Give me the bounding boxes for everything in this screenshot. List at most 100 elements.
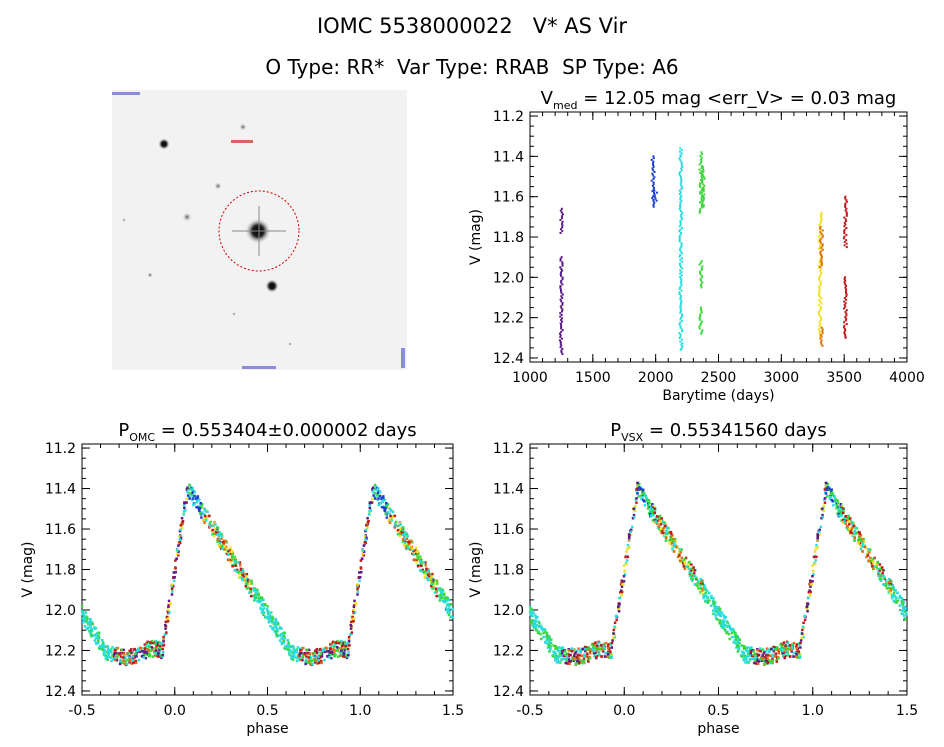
data-point xyxy=(637,488,640,491)
data-point xyxy=(733,638,737,642)
data-point xyxy=(681,313,684,316)
data-point xyxy=(447,613,451,617)
data-point xyxy=(260,611,264,614)
x-tick-label: 1.0 xyxy=(349,703,371,719)
data-point xyxy=(244,584,248,588)
data-point xyxy=(859,534,863,537)
data-point xyxy=(746,655,749,659)
data-point xyxy=(365,524,368,527)
data-point xyxy=(307,659,311,663)
data-point xyxy=(845,309,848,312)
data-point xyxy=(552,655,555,658)
data-point xyxy=(598,653,601,657)
data-point xyxy=(103,648,107,652)
data-point xyxy=(815,544,818,547)
data-point xyxy=(323,648,326,651)
data-point xyxy=(560,317,563,320)
data-point xyxy=(872,567,875,571)
data-point xyxy=(730,631,734,635)
data-point xyxy=(406,535,409,538)
data-point xyxy=(679,254,682,257)
data-point xyxy=(835,507,838,510)
data-point xyxy=(436,582,439,585)
data-point xyxy=(532,622,535,625)
data-point xyxy=(576,659,580,663)
data-point xyxy=(189,488,193,491)
data-point xyxy=(765,657,768,660)
data-point xyxy=(275,633,279,636)
data-point xyxy=(750,657,754,661)
data-point xyxy=(347,644,350,647)
data-point xyxy=(869,559,873,563)
data-point xyxy=(654,516,658,520)
data-point xyxy=(818,324,821,327)
data-point xyxy=(819,280,822,283)
data-point xyxy=(106,646,110,650)
data-point xyxy=(366,521,370,524)
target-label-mark xyxy=(231,140,253,143)
data-point xyxy=(902,605,905,608)
data-point xyxy=(203,521,206,524)
data-point xyxy=(650,179,653,182)
data-point xyxy=(706,596,710,599)
data-point xyxy=(258,600,261,604)
data-point xyxy=(687,567,691,571)
data-point xyxy=(206,515,210,518)
data-point xyxy=(220,535,224,538)
data-point xyxy=(809,581,812,584)
data-point xyxy=(818,331,821,334)
data-point xyxy=(791,643,794,646)
data-point xyxy=(832,493,835,497)
data-point xyxy=(680,274,683,277)
data-point xyxy=(425,567,428,571)
data-point xyxy=(875,565,878,568)
data-point xyxy=(800,636,803,639)
data-point xyxy=(651,167,654,170)
data-point xyxy=(700,274,703,277)
data-point xyxy=(758,659,761,663)
data-point xyxy=(538,621,541,625)
data-point xyxy=(681,267,684,270)
data-point xyxy=(533,614,537,617)
data-point xyxy=(560,351,563,354)
data-point xyxy=(392,515,395,518)
data-point xyxy=(592,645,595,648)
data-point xyxy=(249,590,253,594)
data-point xyxy=(234,564,237,567)
data-point xyxy=(438,595,442,598)
y-tick-label: 12.4 xyxy=(493,351,524,367)
x-axis-label: Barytime (days) xyxy=(662,388,774,404)
data-point xyxy=(636,481,639,485)
data-point xyxy=(678,157,681,160)
data-point xyxy=(585,647,589,651)
data-point xyxy=(323,658,326,662)
data-point xyxy=(96,639,100,643)
data-point xyxy=(416,554,419,557)
data-point xyxy=(893,594,897,598)
data-point xyxy=(643,493,647,497)
data-point xyxy=(708,599,711,602)
data-point xyxy=(286,648,290,652)
data-point xyxy=(598,647,601,651)
data-point xyxy=(718,608,722,611)
data-point xyxy=(317,659,320,662)
data-point xyxy=(810,583,814,586)
data-point xyxy=(363,541,367,544)
data-point xyxy=(552,644,555,647)
data-point xyxy=(646,507,650,510)
data-point xyxy=(736,645,740,648)
data-point xyxy=(836,501,840,505)
data-point xyxy=(820,253,823,256)
data-point xyxy=(557,655,561,659)
data-point xyxy=(231,557,234,561)
data-point xyxy=(798,653,802,657)
data-point xyxy=(782,651,785,655)
data-point xyxy=(679,296,682,299)
data-point xyxy=(82,616,86,620)
data-point xyxy=(819,252,822,255)
data-point xyxy=(857,536,861,539)
data-point xyxy=(680,301,683,304)
data-point xyxy=(144,653,147,656)
data-point xyxy=(665,536,668,540)
data-point xyxy=(316,662,319,665)
